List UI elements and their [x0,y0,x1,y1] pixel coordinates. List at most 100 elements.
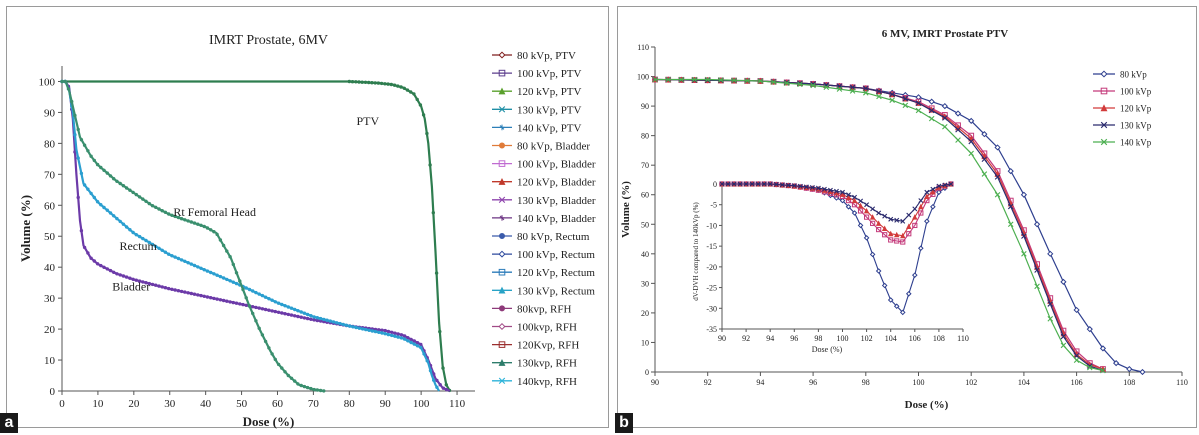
chart-b-data-point [954,110,962,117]
chart-a-data-point [141,280,145,284]
chart-a-y-tick-label: 100 [39,76,56,88]
chart-a-data-point [254,305,258,310]
chart-a-data-point [115,272,119,276]
chart-a-data-point [244,296,248,300]
chart-a-data-point [199,223,203,227]
chart-a-data-point [218,238,223,242]
chart-a-data-point [402,86,406,91]
chart-b-inset-data-point [912,206,918,212]
chart-a-data-point [76,127,80,132]
chart-b-data-point [770,79,777,85]
chart-a-legend-marker [498,286,506,294]
chart-a-annotation-rectum: Rectum [119,239,157,253]
chart-a-data-point [247,304,252,308]
chart-a-data-point [108,174,113,178]
chart-b-title: 6 MV, IMRT Prostate PTV [882,28,1008,40]
chart-b-x-tick-label: 90 [651,378,659,387]
chart-a-data-point [102,265,106,269]
chart-b-inset-data-point [894,238,900,244]
chart-b-inset-data-point [893,231,900,238]
chart-a-data-point [89,191,93,196]
chart-a-data-point [370,329,374,333]
chart-a-data-point [257,306,261,310]
chart-a-legend-marker [498,250,506,258]
chart-a-data-point [73,133,77,137]
chart-a-y-tick-label: 70 [44,169,56,181]
chart-a-y-axis-label: Volume (%) [18,195,33,262]
chart-a-data-point [267,297,271,301]
chart-a-data-point [380,331,384,335]
chart-a-legend-label: 100 kVp, Rectum [517,249,595,261]
chart-a-data-point [234,301,239,305]
chart-a-data-point [202,268,206,272]
chart-b-inset-data-point [875,220,882,226]
chart-b-inset-data-point [876,210,882,216]
chart-a-legend-label: 80kvp, RFH [517,303,571,315]
chart-a-legend-marker [498,178,506,185]
chart-b-data-point [783,80,790,86]
chart-a-data-point [251,311,255,316]
chart-b-inset-data-point [852,194,858,200]
chart-b-legend-label: 140 kVp [1120,138,1152,148]
chart-b-inset-data-point [900,218,906,224]
chart-a-series-line [62,80,451,392]
chart-a-data-point [286,312,290,317]
chart-a-legend-marker [498,160,506,167]
chart-a-data-point [309,317,313,321]
chart-b-data-point [915,100,922,106]
chart-a-data-point [170,213,174,217]
chart-a-x-tick-label: 10 [92,398,104,410]
chart-a-data-point [238,279,242,283]
chart-a-data-point [393,334,397,338]
chart-a-data-point [150,242,155,247]
chart-a-data-point [160,285,164,289]
chart-a-data-point [134,278,138,282]
chart-a-data-point [163,210,168,214]
chart-b-data-point [810,82,816,89]
chart-b-inset-data-point [912,214,918,220]
chart-b-data-point [928,98,935,105]
chart-b-inset-data-point [875,268,882,274]
chart-a-data-point [167,286,171,291]
chart-a-data-point [260,333,265,337]
chart-b-inset-data-point [731,181,737,187]
chart-b-x-tick-label: 98 [862,378,870,387]
chart-b-inset-data-point [833,188,839,194]
chart-a-data-point [270,309,274,313]
chart-a-data-point [350,80,355,84]
chart-a-data-point [221,243,226,248]
chart-a-data-point [283,370,287,374]
chart-b-legend-label: 130 kVp [1120,121,1152,131]
chart-b-legend-marker [1100,138,1108,146]
chart-a-x-tick-label: 90 [380,398,392,410]
chart-a-data-point [176,256,181,261]
chart-a-data-point [257,292,261,296]
chart-a-data-point [221,276,226,280]
chart-a-y-tick-label: 80 [44,138,56,150]
chart-a-data-point [305,385,310,390]
chart-a-data-point [412,342,416,346]
chart-b-inset-data-point [725,181,731,187]
chart-a-data-point [231,262,235,267]
chart-a-data-point [241,287,245,292]
chart-b-legend-marker [1100,87,1108,95]
chart-a-data-point [318,319,323,323]
chart-b-data-point [691,76,698,83]
chart-b-y-tick-label: 20 [641,309,649,318]
chart-b-inset-data-point [846,192,852,198]
chart-b-inset-data-point [851,197,858,204]
chart-b-inset-x-tick-label: 104 [885,334,897,343]
chart-b-inset-data-point [918,245,924,252]
panel-a-frame [6,6,609,428]
chart-a-data-point [234,281,239,286]
chart-a-data-point [444,387,449,392]
chart-a-data-point [328,319,332,323]
chart-b-data-point [889,97,895,103]
chart-b-inset-data-point [900,232,906,239]
chart-a-data-point [273,300,277,304]
chart-a-data-point [263,295,268,299]
chart-a-data-point [428,368,433,373]
chart-a-data-point [247,287,252,292]
chart-b-inset-data-point [888,216,894,222]
